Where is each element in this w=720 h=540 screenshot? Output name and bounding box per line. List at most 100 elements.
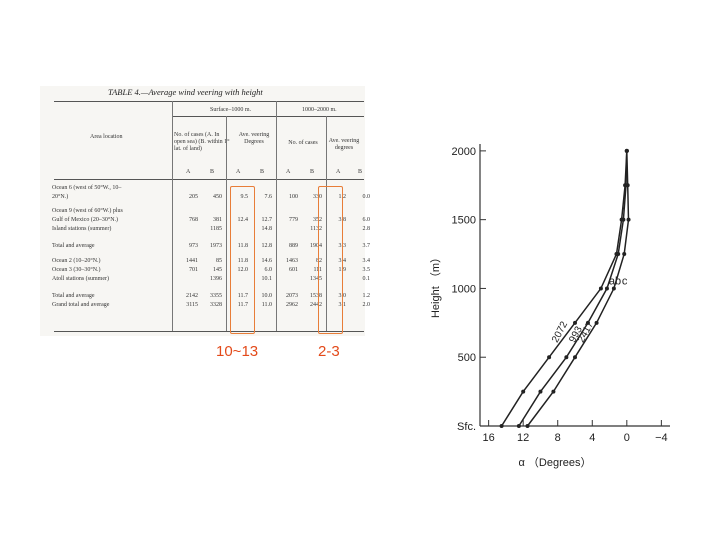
data-point-a <box>499 424 504 428</box>
x-tick-label: 16 <box>483 432 495 444</box>
col-header-veering: Ave. veering Degrees <box>238 132 270 145</box>
table-cell: 1345 <box>310 276 322 282</box>
table-cell: 12.4 <box>237 217 249 223</box>
y-tick-label: 1500 <box>452 215 476 227</box>
chart-axes <box>479 144 670 427</box>
table-cell: 889 <box>289 243 298 249</box>
table-cell: 2442 <box>310 302 322 308</box>
table-col-rule <box>326 116 327 331</box>
table-cell: 1538 <box>310 293 322 299</box>
data-point-c <box>525 424 530 428</box>
table-cell: 3355 <box>210 293 222 299</box>
sub-header-a: A <box>286 169 291 175</box>
data-point-c <box>594 320 599 325</box>
table-cell: 6.0 <box>264 267 273 273</box>
sub-header-a: A <box>186 169 191 175</box>
x-axis-label: α （Degrees） <box>519 456 592 469</box>
table-rule <box>54 101 364 102</box>
row-label: Ocean 3 (30–30°N.) <box>52 267 101 273</box>
data-point-b <box>604 286 609 291</box>
table-cell: 11.7 <box>237 302 248 308</box>
table-cell: 381 <box>213 217 222 223</box>
table-col-rule <box>172 101 173 331</box>
chart-ticks: Sfc. 500 1000 1500 2000 16 12 8 4 0 −4 <box>452 146 668 444</box>
table-cell: 12.0 <box>237 267 249 273</box>
data-point-b <box>564 355 569 360</box>
row-label: Ocean 6 (west of 50°W., 10– <box>52 185 122 191</box>
table-cell: 768 <box>189 217 198 223</box>
series-case-count-c: 2417 <box>576 319 596 344</box>
table-cell: 11.8 <box>237 243 248 249</box>
table-cell: 0.0 <box>362 194 371 200</box>
sub-header-b: B <box>260 169 265 175</box>
table-col-rule <box>276 101 277 331</box>
table-cell: 14.6 <box>261 258 273 264</box>
table-cell: 973 <box>189 243 198 249</box>
table-rule <box>54 179 364 180</box>
table-cell: 11.8 <box>237 258 248 264</box>
table-cell: 3.7 <box>362 243 371 249</box>
table-cell: 701 <box>189 267 198 273</box>
row-label: Atoll stations (summer) <box>52 276 109 282</box>
col-header-veering-2: Ave. veering degrees <box>328 138 360 151</box>
table-rule <box>54 331 364 332</box>
group-header-surface: Surface–1000 m. <box>210 107 251 113</box>
data-point-c <box>624 148 629 153</box>
table-cell: 2.0 <box>362 302 371 308</box>
row-label: Island stations (summer) <box>52 226 112 232</box>
y-tick-label: 2000 <box>452 146 476 158</box>
x-tick-label: −4 <box>655 432 668 444</box>
col-header-cases: No. of cases (A. In open sea) (B. within… <box>174 132 230 152</box>
highlight-box-surface-veering <box>230 186 255 334</box>
data-point-c <box>626 217 631 222</box>
table-cell: 1463 <box>286 258 298 264</box>
data-point-b <box>538 389 543 394</box>
table-cell: 2073 <box>286 293 298 299</box>
data-point-c <box>551 389 556 394</box>
table-cell: 3115 <box>186 302 198 308</box>
col-header-area: Area location <box>90 134 123 140</box>
row-label: Ocean 9 (west of 60°W.) plus <box>52 208 123 214</box>
series-label-a: a <box>609 275 616 287</box>
table-cell: 1441 <box>186 258 198 264</box>
table-cell: 2142 <box>186 293 198 299</box>
data-point-b <box>621 217 626 222</box>
table-cell: 1132 <box>310 226 322 232</box>
table-cell: 14.8 <box>261 226 273 232</box>
sub-header-a: A <box>336 169 341 175</box>
table-cell: 111 <box>313 267 322 273</box>
x-tick-label: 8 <box>555 432 561 444</box>
sub-header-b: B <box>358 169 363 175</box>
table-cell: 100 <box>289 194 298 200</box>
table-cell: 6.0 <box>362 217 371 223</box>
table-cell: 1185 <box>210 226 222 232</box>
table-cell: 10.0 <box>261 293 273 299</box>
col-header-cases-2: No. of cases <box>288 140 318 146</box>
row-label: Total and average <box>52 243 95 249</box>
table-cell: 11.0 <box>261 302 272 308</box>
table-cell: 82 <box>316 258 322 264</box>
table-cell: 9.5 <box>240 194 249 200</box>
table-cell: 7.6 <box>264 194 273 200</box>
data-point-c <box>625 183 630 188</box>
table-cell: 10.1 <box>261 276 273 282</box>
y-tick-label: 500 <box>458 352 476 364</box>
table-cell: 145 <box>213 267 222 273</box>
x-tick-label: 0 <box>624 432 630 444</box>
sub-header-b: B <box>310 169 315 175</box>
table-cell: 330 <box>313 194 322 200</box>
data-point-b <box>616 252 621 257</box>
data-point-c <box>622 252 627 257</box>
sub-header-a: A <box>236 169 241 175</box>
series-label-b: b <box>615 275 621 287</box>
row-label: Total and average <box>52 293 95 299</box>
highlight-label-surface: 10~13 <box>216 343 259 360</box>
table-cell: 1973 <box>210 243 222 249</box>
table-cell: 12.8 <box>261 243 273 249</box>
row-label: Grand total and average <box>52 302 110 308</box>
data-point-a <box>521 389 526 394</box>
y-tick-label: Sfc. <box>457 421 476 433</box>
